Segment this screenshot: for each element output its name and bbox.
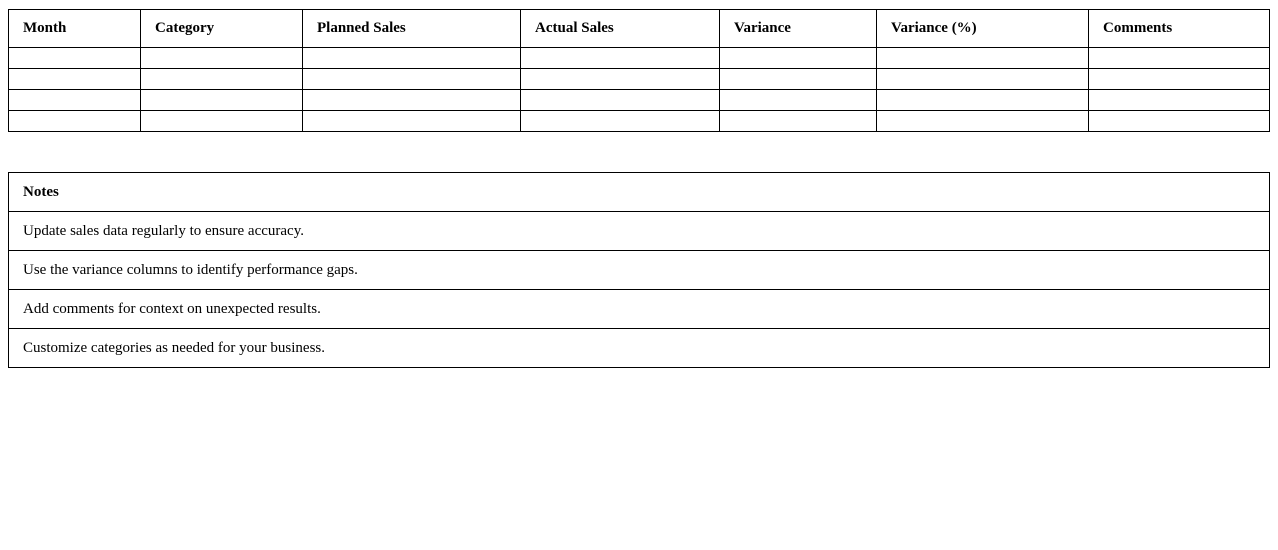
table-row (8, 110, 1270, 132)
note-item: Customize categories as needed for your … (8, 328, 1270, 368)
table-cell[interactable] (8, 89, 141, 111)
header-actual-sales: Actual Sales (520, 9, 720, 48)
notes-table: Notes Update sales data regularly to ens… (8, 172, 1270, 368)
header-comments: Comments (1088, 9, 1270, 48)
table-row (8, 68, 1270, 90)
sales-table: Month Category Planned Sales Actual Sale… (8, 9, 1270, 132)
table-cell[interactable] (520, 110, 720, 132)
header-row: Month Category Planned Sales Actual Sale… (8, 9, 1270, 48)
table-cell[interactable] (876, 68, 1089, 90)
header-month: Month (8, 9, 141, 48)
table-cell[interactable] (719, 68, 877, 90)
table-cell[interactable] (140, 68, 303, 90)
note-item: Use the variance columns to identify per… (8, 250, 1270, 290)
table-cell[interactable] (302, 68, 521, 90)
notes-title: Notes (8, 172, 1270, 212)
table-cell[interactable] (1088, 47, 1270, 69)
table-cell[interactable] (876, 47, 1089, 69)
table-cell[interactable] (876, 110, 1089, 132)
table-cell[interactable] (140, 47, 303, 69)
table-cell[interactable] (1088, 68, 1270, 90)
table-cell[interactable] (302, 89, 521, 111)
table-cell[interactable] (8, 110, 141, 132)
note-item: Add comments for context on unexpected r… (8, 289, 1270, 329)
table-cell[interactable] (520, 89, 720, 111)
note-item: Update sales data regularly to ensure ac… (8, 211, 1270, 251)
table-cell[interactable] (520, 47, 720, 69)
table-cell[interactable] (140, 89, 303, 111)
table-cell[interactable] (876, 89, 1089, 111)
table-cell[interactable] (719, 110, 877, 132)
table-cell[interactable] (302, 47, 521, 69)
table-cell[interactable] (1088, 89, 1270, 111)
header-planned-sales: Planned Sales (302, 9, 521, 48)
table-cell[interactable] (719, 89, 877, 111)
table-cell[interactable] (1088, 110, 1270, 132)
table-cell[interactable] (719, 47, 877, 69)
table-cell[interactable] (8, 68, 141, 90)
table-row (8, 89, 1270, 111)
table-cell[interactable] (520, 68, 720, 90)
header-variance-pct: Variance (%) (876, 9, 1089, 48)
table-row (8, 47, 1270, 69)
header-variance: Variance (719, 9, 877, 48)
table-cell[interactable] (140, 110, 303, 132)
header-category: Category (140, 9, 303, 48)
table-cell[interactable] (302, 110, 521, 132)
table-cell[interactable] (8, 47, 141, 69)
